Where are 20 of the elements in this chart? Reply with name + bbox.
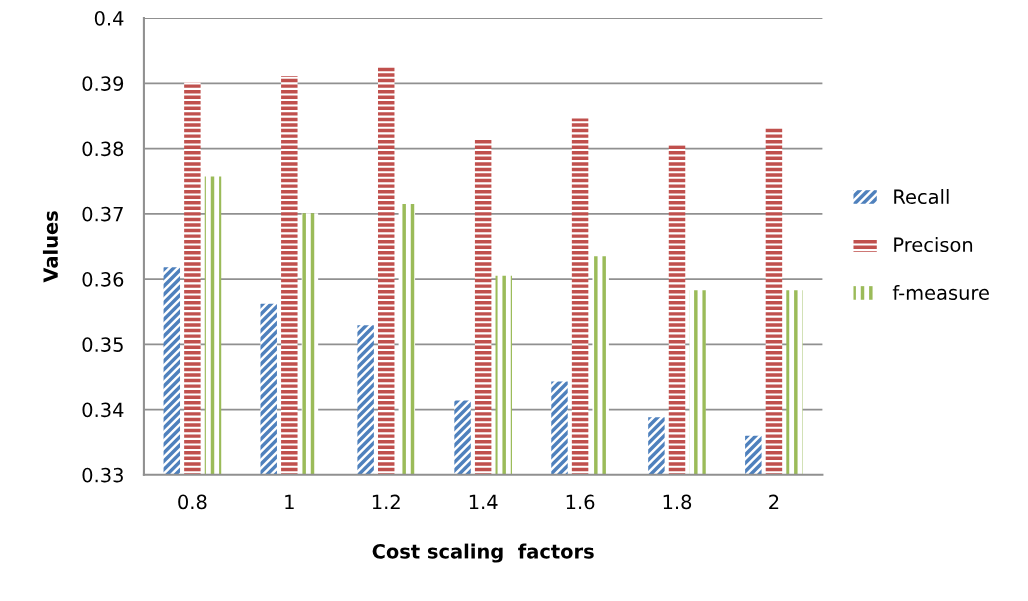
x-axis-title: Cost scaling factors [372, 543, 594, 563]
y-tick-label: 0.35 [82, 337, 123, 352]
x-tick-label: 2 [769, 494, 779, 510]
y-tick-label: 0.39 [82, 76, 124, 91]
y-tick-label: 0.36 [82, 271, 124, 287]
x-tick-label: 1.6 [566, 494, 595, 510]
x-tick-label: 0.8 [178, 494, 207, 510]
legend-label: f-measure [892, 284, 989, 301]
y-tick-label: 0.4 [94, 10, 124, 26]
y-tick-label: 0.34 [82, 402, 124, 418]
legend-label: Recall [894, 189, 949, 205]
x-tick-label: 1.8 [663, 494, 692, 510]
y-tick-label: 0.37 [82, 206, 123, 222]
legend-label: Precison [894, 237, 973, 253]
x-tick-label: 1 [285, 494, 294, 510]
x-tick-label: 1.2 [372, 494, 400, 510]
y-axis-title: Values [42, 211, 58, 283]
y-tick-label: 0.38 [82, 141, 124, 157]
x-tick-label: 1.4 [469, 494, 498, 510]
y-tick-label: 0.33 [82, 467, 123, 483]
